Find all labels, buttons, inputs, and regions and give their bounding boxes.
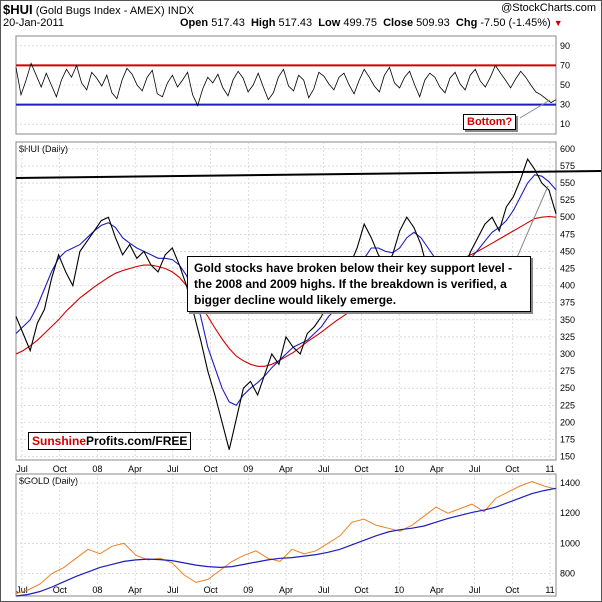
gold-ma-line bbox=[15, 487, 557, 597]
gold-x-label: Jul bbox=[16, 585, 28, 595]
high-value: 517.43 bbox=[278, 17, 313, 29]
hui-tick-label: 450 bbox=[560, 246, 575, 256]
hui-tick-label: 425 bbox=[560, 264, 575, 274]
hui-tick-label: 575 bbox=[560, 161, 575, 171]
gold-panel-title: $GOLD (Daily) bbox=[19, 476, 78, 486]
rsi-line bbox=[15, 62, 557, 107]
down-arrow-icon: ▼ bbox=[553, 18, 563, 28]
hui-tick-label: 350 bbox=[560, 315, 575, 325]
hui-x-label: 09 bbox=[243, 464, 253, 474]
hui-tick-label: 150 bbox=[560, 452, 575, 462]
hui-tick-label: 475 bbox=[560, 229, 575, 239]
gold-x-label: Jul bbox=[318, 585, 330, 595]
gold-x-label: 09 bbox=[243, 585, 253, 595]
hui-tick-label: 200 bbox=[560, 417, 575, 427]
hui-x-label: 11 bbox=[545, 464, 554, 474]
hui-x-label: Apr bbox=[279, 464, 293, 474]
watermark: @StockCharts.com bbox=[501, 2, 596, 14]
hui-x-label: Oct bbox=[354, 464, 369, 474]
hui-tick-label: 400 bbox=[560, 281, 575, 291]
rsi-tick-label: 10 bbox=[560, 119, 570, 129]
hui-x-label: Apr bbox=[128, 464, 142, 474]
bottom-label: Bottom? bbox=[463, 114, 517, 130]
brand-right: Profits.com/FREE bbox=[86, 434, 188, 448]
hui-tick-label: 275 bbox=[560, 366, 575, 376]
gold-tick-label: 1200 bbox=[560, 508, 580, 518]
gold-x-label: Jul bbox=[469, 585, 481, 595]
chg-value: -7.50 (-1.45%) bbox=[480, 17, 551, 29]
hui-x-label: Jul bbox=[16, 464, 28, 474]
rsi-tick-label: 50 bbox=[560, 80, 570, 90]
gold-x-label: Jul bbox=[167, 585, 179, 595]
support-break-annotation: Gold stocks have broken below their key … bbox=[187, 256, 531, 312]
brand-left: Sunshine bbox=[32, 434, 87, 448]
high-label: High bbox=[250, 17, 276, 29]
gold-x-label: Oct bbox=[354, 585, 369, 595]
open-label: Open bbox=[180, 17, 209, 29]
hui-tick-label: 550 bbox=[560, 178, 575, 188]
gold-tick-label: 800 bbox=[560, 568, 575, 578]
gold-x-label: Oct bbox=[53, 585, 68, 595]
open-value: 517.43 bbox=[211, 17, 245, 29]
low-label: Low bbox=[318, 17, 341, 29]
annotation-pointer bbox=[514, 185, 549, 263]
hui-x-label: Jul bbox=[469, 464, 481, 474]
hui-tick-label: 300 bbox=[560, 349, 575, 359]
ohlc-readout: Open 517.43 High 517.43 Low 499.75 Close… bbox=[180, 17, 563, 29]
hui-x-label: Oct bbox=[53, 464, 68, 474]
chg-label: Chg bbox=[455, 17, 478, 29]
hui-tick-label: 325 bbox=[560, 332, 575, 342]
hui-x-label: Jul bbox=[318, 464, 330, 474]
hui-tick-label: 175 bbox=[560, 434, 575, 444]
hui-x-label: 08 bbox=[92, 464, 102, 474]
hui-tick-label: 225 bbox=[560, 400, 575, 410]
hui-tick-label: 500 bbox=[560, 212, 575, 222]
hui-x-label: 10 bbox=[394, 464, 404, 474]
gold-tick-label: 1400 bbox=[560, 478, 580, 488]
bottom-pointer bbox=[519, 99, 551, 119]
close-value: 509.93 bbox=[416, 17, 450, 29]
rsi-tick-label: 70 bbox=[560, 60, 570, 70]
hui-tick-label: 375 bbox=[560, 298, 575, 308]
brand-badge: SunshineProfits.com/FREE bbox=[28, 432, 192, 450]
symbol: $HUI bbox=[3, 2, 33, 17]
gold-x-label: Apr bbox=[128, 585, 142, 595]
gold-tick-label: 1000 bbox=[560, 538, 580, 548]
hui-tick-label: 600 bbox=[560, 144, 575, 154]
support-line bbox=[15, 170, 602, 179]
gold-x-label: Apr bbox=[430, 585, 444, 595]
hui-panel-title: $HUI (Daily) bbox=[19, 144, 68, 154]
gold-x-label: 11 bbox=[545, 585, 554, 595]
hui-x-label: Apr bbox=[430, 464, 444, 474]
chart-date: 20-Jan-2011 bbox=[3, 17, 64, 29]
hui-x-label: Jul bbox=[167, 464, 179, 474]
hui-tick-label: 250 bbox=[560, 383, 575, 393]
gold-x-label: 10 bbox=[394, 585, 404, 595]
exchange: INDX bbox=[167, 5, 195, 17]
gold-x-label: Apr bbox=[279, 585, 293, 595]
gold-price-line bbox=[15, 480, 557, 595]
chart-header-title: $HUI (Gold Bugs Index - AMEX) INDX bbox=[3, 2, 194, 17]
index-name: (Gold Bugs Index - AMEX) bbox=[35, 5, 165, 17]
hui-x-label: Oct bbox=[505, 464, 520, 474]
gold-x-label: Oct bbox=[505, 585, 520, 595]
gold-x-label: 08 bbox=[92, 585, 102, 595]
rsi-tick-label: 90 bbox=[560, 41, 570, 51]
hui-tick-label: 525 bbox=[560, 195, 575, 205]
gold-x-label: Oct bbox=[204, 585, 219, 595]
rsi-tick-label: 30 bbox=[560, 100, 570, 110]
close-label: Close bbox=[383, 17, 414, 29]
hui-x-label: Oct bbox=[204, 464, 219, 474]
low-value: 499.75 bbox=[343, 17, 377, 29]
